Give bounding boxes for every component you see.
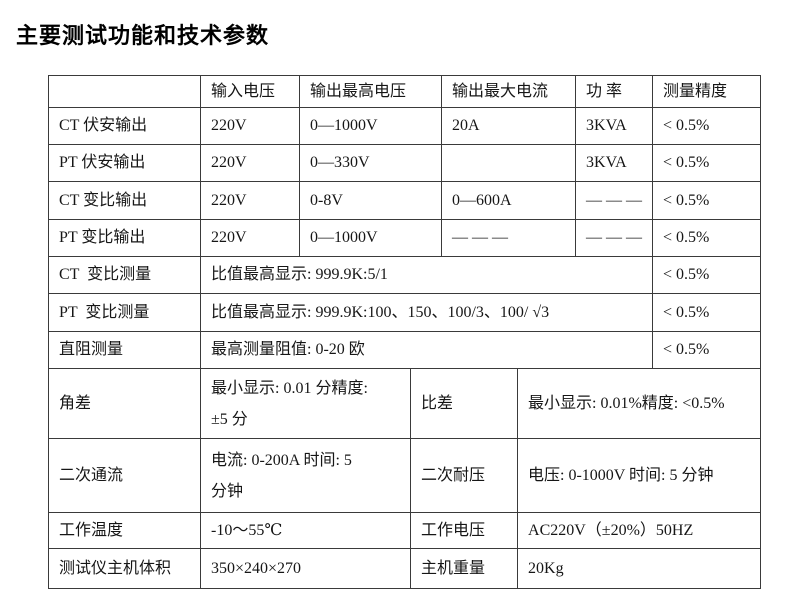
cell-max-output-current: — — — [441,219,577,257]
row-label-secondary: 二次耐压 [409,438,519,513]
cell-value-secondary: 电压: 0-1000V 时间: 5 分钟 [517,438,762,513]
cell-value: -10～55℃ [200,512,411,549]
table-row-pt-ratio-output: PT 变比输出 220V 0—1000V — — — — — — < 0.5% [48,219,762,257]
row-label: 二次通流 [48,438,201,513]
row-label: CT 变比测量 [48,256,201,294]
cell-value: 350×240×270 [200,548,411,589]
table-row-working-temperature: 工作温度 -10～55℃ 工作电压 AC220V（±20%）50HZ [48,512,762,549]
cell-value: 最高测量阻值: 0-20 欧 [199,331,654,369]
cell-max-output-current: 0—600A [441,181,577,220]
cell-accuracy: < 0.5% [652,293,762,332]
header-max-output-current: 输出最大电流 [441,75,577,108]
cell-value: 比值最高显示: 999.9K:100、150、100/3、100/ √3 [199,293,654,332]
cell-max-output-voltage: 0—330V [298,144,443,182]
row-label: 测试仪主机体积 [48,548,201,589]
row-label: CT 变比输出 [48,181,201,220]
table-row-pt-ratio-measure: PT 变比测量 比值最高显示: 999.9K:100、150、100/3、100… [48,293,762,332]
page-title: 主要测试功能和技术参数 [16,23,270,48]
table-row-main-unit-size: 测试仪主机体积 350×240×270 主机重量 20Kg [48,548,762,589]
cell-accuracy: < 0.5% [652,107,762,145]
cell-value-secondary: AC220V（±20%）50HZ [517,512,762,549]
row-label: PT 变比输出 [48,219,201,257]
cell-value: 比值最高显示: 999.9K:5/1 [199,256,654,294]
cell-value-secondary: 20Kg [517,548,762,589]
cell-power: 3KVA [575,107,654,145]
spec-table: 输入电压 输出最高电压 输出最大电流 功 率 测量精度 CT 伏安输出 220V… [48,75,762,589]
header-max-output-voltage: 输出最高电压 [298,75,443,108]
cell-accuracy: < 0.5% [652,256,762,294]
table-row-pt-va-output: PT 伏安输出 220V 0—330V 3KVA < 0.5% [48,144,762,182]
row-label: 工作温度 [48,512,201,549]
cell-input-voltage: 220V [200,181,300,220]
row-label: PT 伏安输出 [48,144,201,182]
cell-value: 电流: 0-200A 时间: 5 分钟 [200,438,411,513]
cell-input-voltage: 220V [200,107,300,145]
header-power: 功 率 [575,75,654,108]
cell-accuracy: < 0.5% [652,331,762,369]
row-label-secondary: 主机重量 [409,548,519,589]
cell-power: — — — [575,181,654,220]
table-row-ct-va-output: CT 伏安输出 220V 0—1000V 20A 3KVA < 0.5% [48,107,762,145]
cell-power: 3KVA [575,144,654,182]
cell-accuracy: < 0.5% [652,219,762,257]
row-label-secondary: 工作电压 [409,512,519,549]
table-row-dc-resistance-measure: 直阻测量 最高测量阻值: 0-20 欧 < 0.5% [48,331,762,369]
cell-accuracy: < 0.5% [652,144,762,182]
cell-max-output-current [441,144,577,182]
table-row-ct-ratio-output: CT 变比输出 220V 0-8V 0—600A — — — < 0.5% [48,181,762,220]
row-label: PT 变比测量 [48,293,201,332]
cell-power: — — — [575,219,654,257]
row-label-secondary: 比差 [409,368,519,439]
cell-max-output-voltage: 0—1000V [298,107,443,145]
header-input-voltage: 输入电压 [200,75,300,108]
cell-accuracy: < 0.5% [652,181,762,220]
table-row-secondary-current: 二次通流 电流: 0-200A 时间: 5 分钟 二次耐压 电压: 0-1000… [48,438,762,513]
cell-input-voltage: 220V [200,219,300,257]
table-header-row: 输入电压 输出最高电压 输出最大电流 功 率 测量精度 [48,75,762,108]
cell-max-output-voltage: 0—1000V [298,219,443,257]
cell-input-voltage: 220V [200,144,300,182]
header-corner-cell [48,75,201,108]
cell-value-secondary: 最小显示: 0.01%精度: <0.5% [517,368,762,439]
row-label: 角差 [48,368,201,439]
table-row-ct-ratio-measure: CT 变比测量 比值最高显示: 999.9K:5/1 < 0.5% [48,256,762,294]
cell-value: 最小显示: 0.01 分精度: ±5 分 [200,368,411,439]
cell-max-output-current: 20A [441,107,577,145]
header-accuracy: 测量精度 [652,75,762,108]
cell-max-output-voltage: 0-8V [298,181,443,220]
row-label: 直阻测量 [48,331,201,369]
row-label: CT 伏安输出 [48,107,201,145]
table-row-angle-difference: 角差 最小显示: 0.01 分精度: ±5 分 比差 最小显示: 0.01%精度… [48,368,762,439]
